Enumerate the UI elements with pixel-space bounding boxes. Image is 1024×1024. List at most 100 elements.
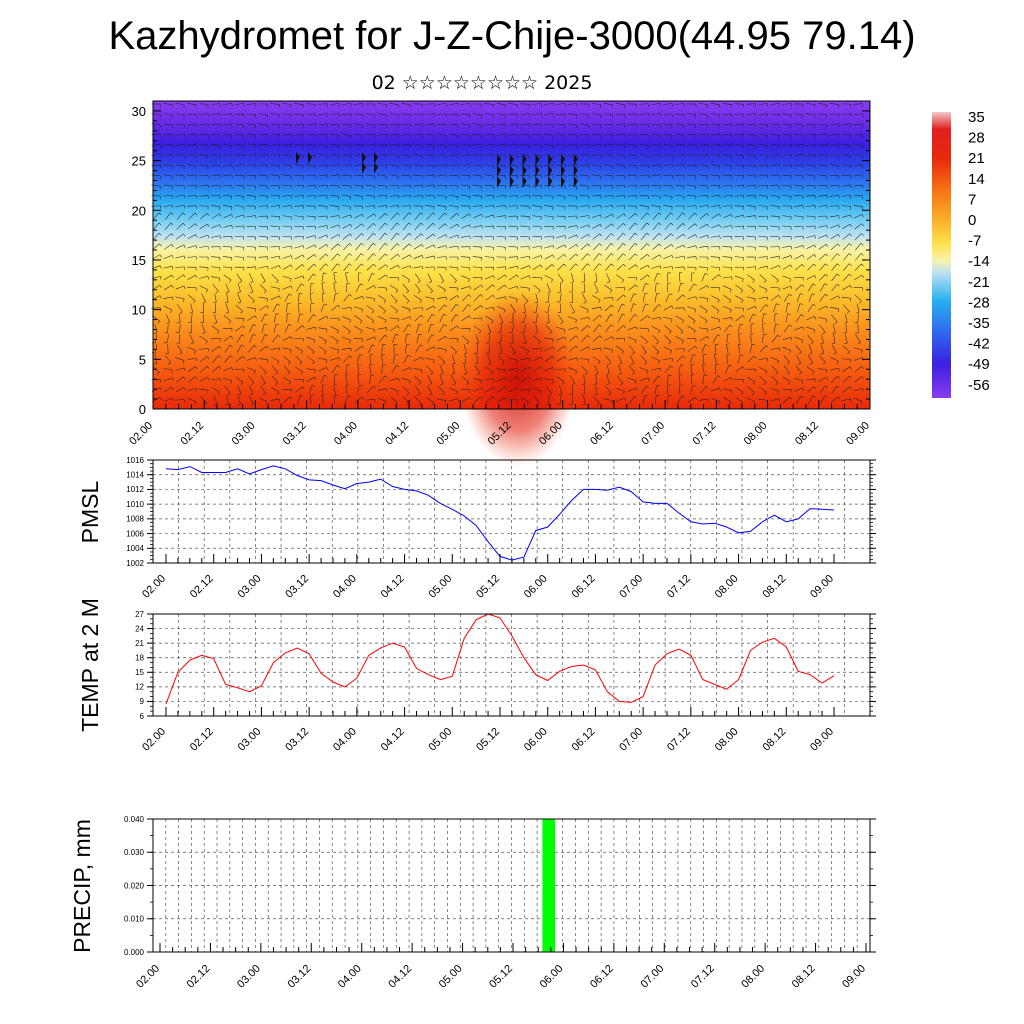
wind-barb — [234, 113, 244, 115]
wind-barb-flag — [433, 298, 435, 302]
wind-barb-flag — [836, 360, 839, 364]
wind-barb — [366, 386, 374, 394]
wind-barb — [437, 113, 447, 116]
wind-barb — [758, 195, 768, 197]
wind-barb — [306, 123, 316, 126]
wind-barb — [377, 143, 387, 146]
wind-barb — [617, 314, 623, 323]
wind-barb — [557, 314, 564, 323]
wind-barb — [640, 254, 648, 260]
wind-barb-flag — [428, 281, 432, 284]
wind-barb — [794, 377, 803, 381]
wind-barb — [782, 337, 792, 341]
wind-barb-flag — [540, 264, 543, 268]
wind-barb-flag — [207, 276, 209, 280]
wind-barb — [270, 356, 280, 362]
wind-barb — [211, 213, 220, 219]
wind-barb — [567, 133, 578, 136]
wind-barb — [675, 194, 685, 197]
wind-barb — [520, 184, 530, 187]
wind-barb — [640, 243, 648, 251]
pmsl-y-tick-label: 1004 — [126, 544, 144, 553]
wind-barb-flag — [656, 341, 659, 345]
wind-barb-flag — [683, 244, 686, 248]
wind-barb — [345, 374, 348, 384]
wind-barb — [390, 212, 398, 220]
wind-barb-flag — [277, 391, 280, 395]
wind-barb — [282, 164, 292, 167]
wind-barb — [402, 222, 409, 231]
wind-barb — [295, 355, 303, 363]
wind-barb-flag — [195, 388, 198, 392]
wind-barb — [830, 243, 838, 250]
wind-barb-flag — [670, 222, 674, 226]
wind-barb — [498, 314, 504, 323]
precip-x-tick-label: 05.00 — [437, 963, 465, 991]
wind-barb — [460, 235, 470, 238]
wind-barb-flag — [321, 282, 325, 284]
wind-barb-flag — [408, 222, 412, 226]
wind-barb — [211, 366, 220, 373]
wind-barb-flag — [587, 263, 590, 266]
wind-barb — [664, 233, 672, 240]
precip-x-tick-label: 02.00 — [134, 963, 162, 991]
wind-barb-flag — [730, 377, 733, 381]
wind-barb-flag — [277, 360, 280, 364]
wind-barb — [357, 364, 360, 374]
wind-barb-flag — [740, 323, 744, 326]
wind-barb — [854, 233, 862, 241]
pmsl-y-tick-label: 1006 — [126, 529, 144, 538]
wind-pennant — [548, 154, 553, 166]
wind-barb-flag — [385, 264, 388, 268]
height-x-tick-label: 08.00 — [742, 420, 770, 448]
wind-barb-flag — [384, 334, 388, 338]
wind-barb — [211, 345, 220, 352]
wind-barb — [580, 224, 589, 229]
wind-barb-flag — [373, 298, 375, 302]
wind-barb — [164, 222, 172, 230]
wind-barb — [297, 395, 301, 405]
wind-barb — [794, 254, 803, 260]
wind-barb — [686, 256, 697, 258]
wind-barb-flag — [349, 294, 352, 297]
wind-barb-flag — [166, 322, 170, 324]
wind-barb-flag — [810, 341, 814, 345]
wind-barb — [485, 366, 494, 372]
wind-barb — [702, 374, 705, 384]
wind-barb-flag — [838, 368, 840, 372]
wind-barb — [698, 133, 708, 136]
wind-barb-flag — [433, 346, 436, 350]
wind-barb — [616, 325, 624, 332]
wind-barb — [438, 355, 445, 363]
wind-barb-flag — [492, 396, 495, 400]
wind-barb — [746, 154, 756, 156]
wind-barb-flag — [504, 274, 507, 278]
wind-barb — [425, 123, 435, 126]
wind-barb — [642, 395, 646, 405]
wind-barb — [234, 103, 244, 105]
wind-barb — [829, 103, 839, 105]
wind-barb — [282, 336, 292, 341]
wind-barb — [294, 103, 304, 105]
wind-barb-flag — [826, 305, 829, 309]
wind-barb — [270, 387, 280, 393]
wind-barb-flag — [300, 371, 303, 375]
wind-barb-flag — [825, 244, 829, 248]
wind-barb — [782, 245, 792, 248]
wind-barb-flag — [599, 335, 602, 339]
wind-barb-flag — [598, 361, 601, 365]
wind-barb — [463, 344, 467, 354]
wind-barb-flag — [279, 256, 281, 260]
wind-barb — [762, 313, 764, 323]
wind-barb-flag — [266, 298, 268, 302]
wind-barb — [544, 367, 553, 372]
wind-barb-flag — [230, 355, 233, 358]
wind-barb — [676, 355, 684, 363]
wind-barb — [460, 103, 470, 105]
wind-barb — [178, 323, 181, 333]
wind-barb — [309, 385, 313, 394]
wind-barb — [282, 275, 292, 279]
wind-barb-flag — [326, 225, 328, 229]
wind-barb-flag — [362, 296, 364, 300]
wind-barb — [496, 397, 506, 403]
